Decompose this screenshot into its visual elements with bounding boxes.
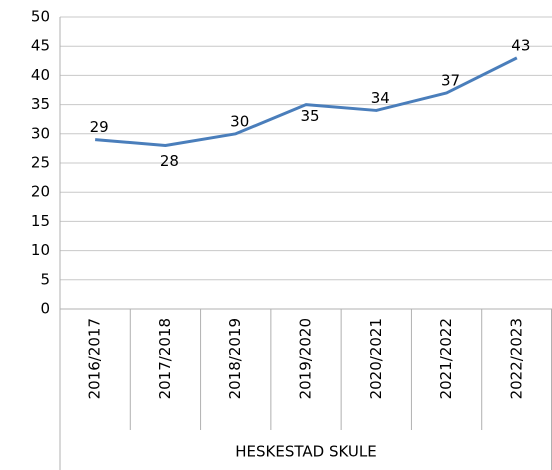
x-tick-label: 2022/2023	[507, 318, 525, 399]
group-label: HESKESTAD SKULE	[235, 443, 376, 461]
y-tick-label: 35	[31, 95, 50, 113]
x-tick-label: 2018/2019	[226, 318, 244, 399]
data-label: 43	[511, 36, 530, 54]
x-tick-label: 2020/2021	[367, 318, 385, 399]
y-tick-label: 30	[31, 124, 50, 142]
y-tick-label: 10	[31, 241, 50, 259]
data-label: 34	[371, 89, 390, 107]
x-tick-label: 2019/2020	[297, 318, 315, 399]
y-tick-label: 15	[31, 212, 50, 230]
data-label: 30	[230, 112, 249, 130]
x-tick-label: 2016/2017	[86, 318, 104, 399]
data-label: 37	[441, 71, 460, 89]
y-tick-label: 25	[31, 154, 50, 172]
data-label: 35	[300, 107, 319, 125]
data-label: 29	[90, 118, 109, 136]
data-label: 28	[160, 152, 179, 170]
line-series	[95, 56, 518, 147]
x-tick-label: 2017/2018	[156, 318, 174, 399]
y-tick-label: 20	[31, 183, 50, 201]
y-tick-label: 50	[31, 8, 50, 26]
x-tick-label: 2021/2022	[437, 318, 455, 399]
y-tick-label: 5	[40, 270, 50, 288]
y-tick-label: 45	[31, 37, 50, 55]
y-tick-label: 0	[40, 300, 50, 318]
y-tick-label: 40	[31, 66, 50, 84]
